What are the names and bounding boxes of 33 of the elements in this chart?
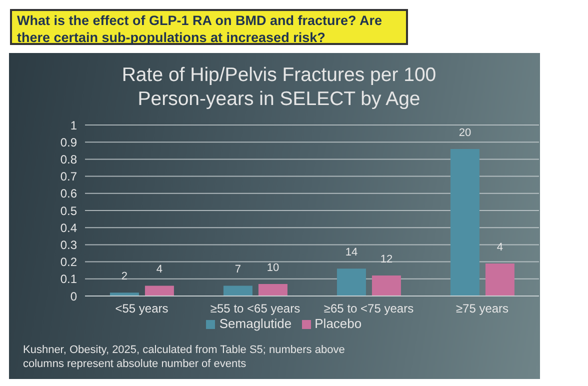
x-tick-label: ≥75 years xyxy=(456,302,509,316)
text: Kushner, Obesity, 2025, calculated from Table S5; numbers above columns represent absolute number of events xyxy=(23,343,346,371)
text: What is the effect of GLP-1 RA on BMD and fracture? Are there certain sub-populations at increased risk? xyxy=(10,9,408,45)
bar xyxy=(336,268,366,296)
legend-label: Semaglutide xyxy=(219,316,292,331)
x-tick-label: <55 years xyxy=(115,302,168,316)
bar xyxy=(485,264,514,296)
x-tick-label: ≥65 to <75 years xyxy=(324,302,414,316)
y-tick-label: 0.3 xyxy=(60,238,78,252)
y-tick-label: 0 xyxy=(70,289,78,304)
annotation: 4 xyxy=(496,241,504,254)
bar xyxy=(223,286,252,296)
bar xyxy=(144,286,174,296)
y-tick-label: 0.7 xyxy=(60,170,78,184)
y-tick-label: 0.1 xyxy=(60,272,78,286)
annotation: 7 xyxy=(234,264,242,276)
y-tick-label: 0.8 xyxy=(60,152,78,166)
y-tick-label: 0.6 xyxy=(60,186,78,201)
legend-label: Placebo xyxy=(314,316,362,331)
y-tick-label: 1 xyxy=(70,118,78,132)
bar xyxy=(258,284,288,296)
y-tick-label: 0.2 xyxy=(60,255,78,270)
annotation: 20 xyxy=(458,126,472,139)
y-tick-label: 0.9 xyxy=(60,135,78,150)
bar xyxy=(372,275,401,296)
chart-title: Rate of Hip/Pelvis Fractures per 100 Person-years in SELECT by Age xyxy=(120,63,438,111)
y-tick-label: 0.4 xyxy=(60,220,78,235)
annotation: 14 xyxy=(345,246,358,259)
y-tick-label: 0.5 xyxy=(60,204,78,218)
annotation: 10 xyxy=(266,262,280,274)
annotation: 4 xyxy=(156,264,163,276)
x-tick-label: ≥55 to <65 years xyxy=(210,302,300,316)
bar xyxy=(450,148,480,296)
